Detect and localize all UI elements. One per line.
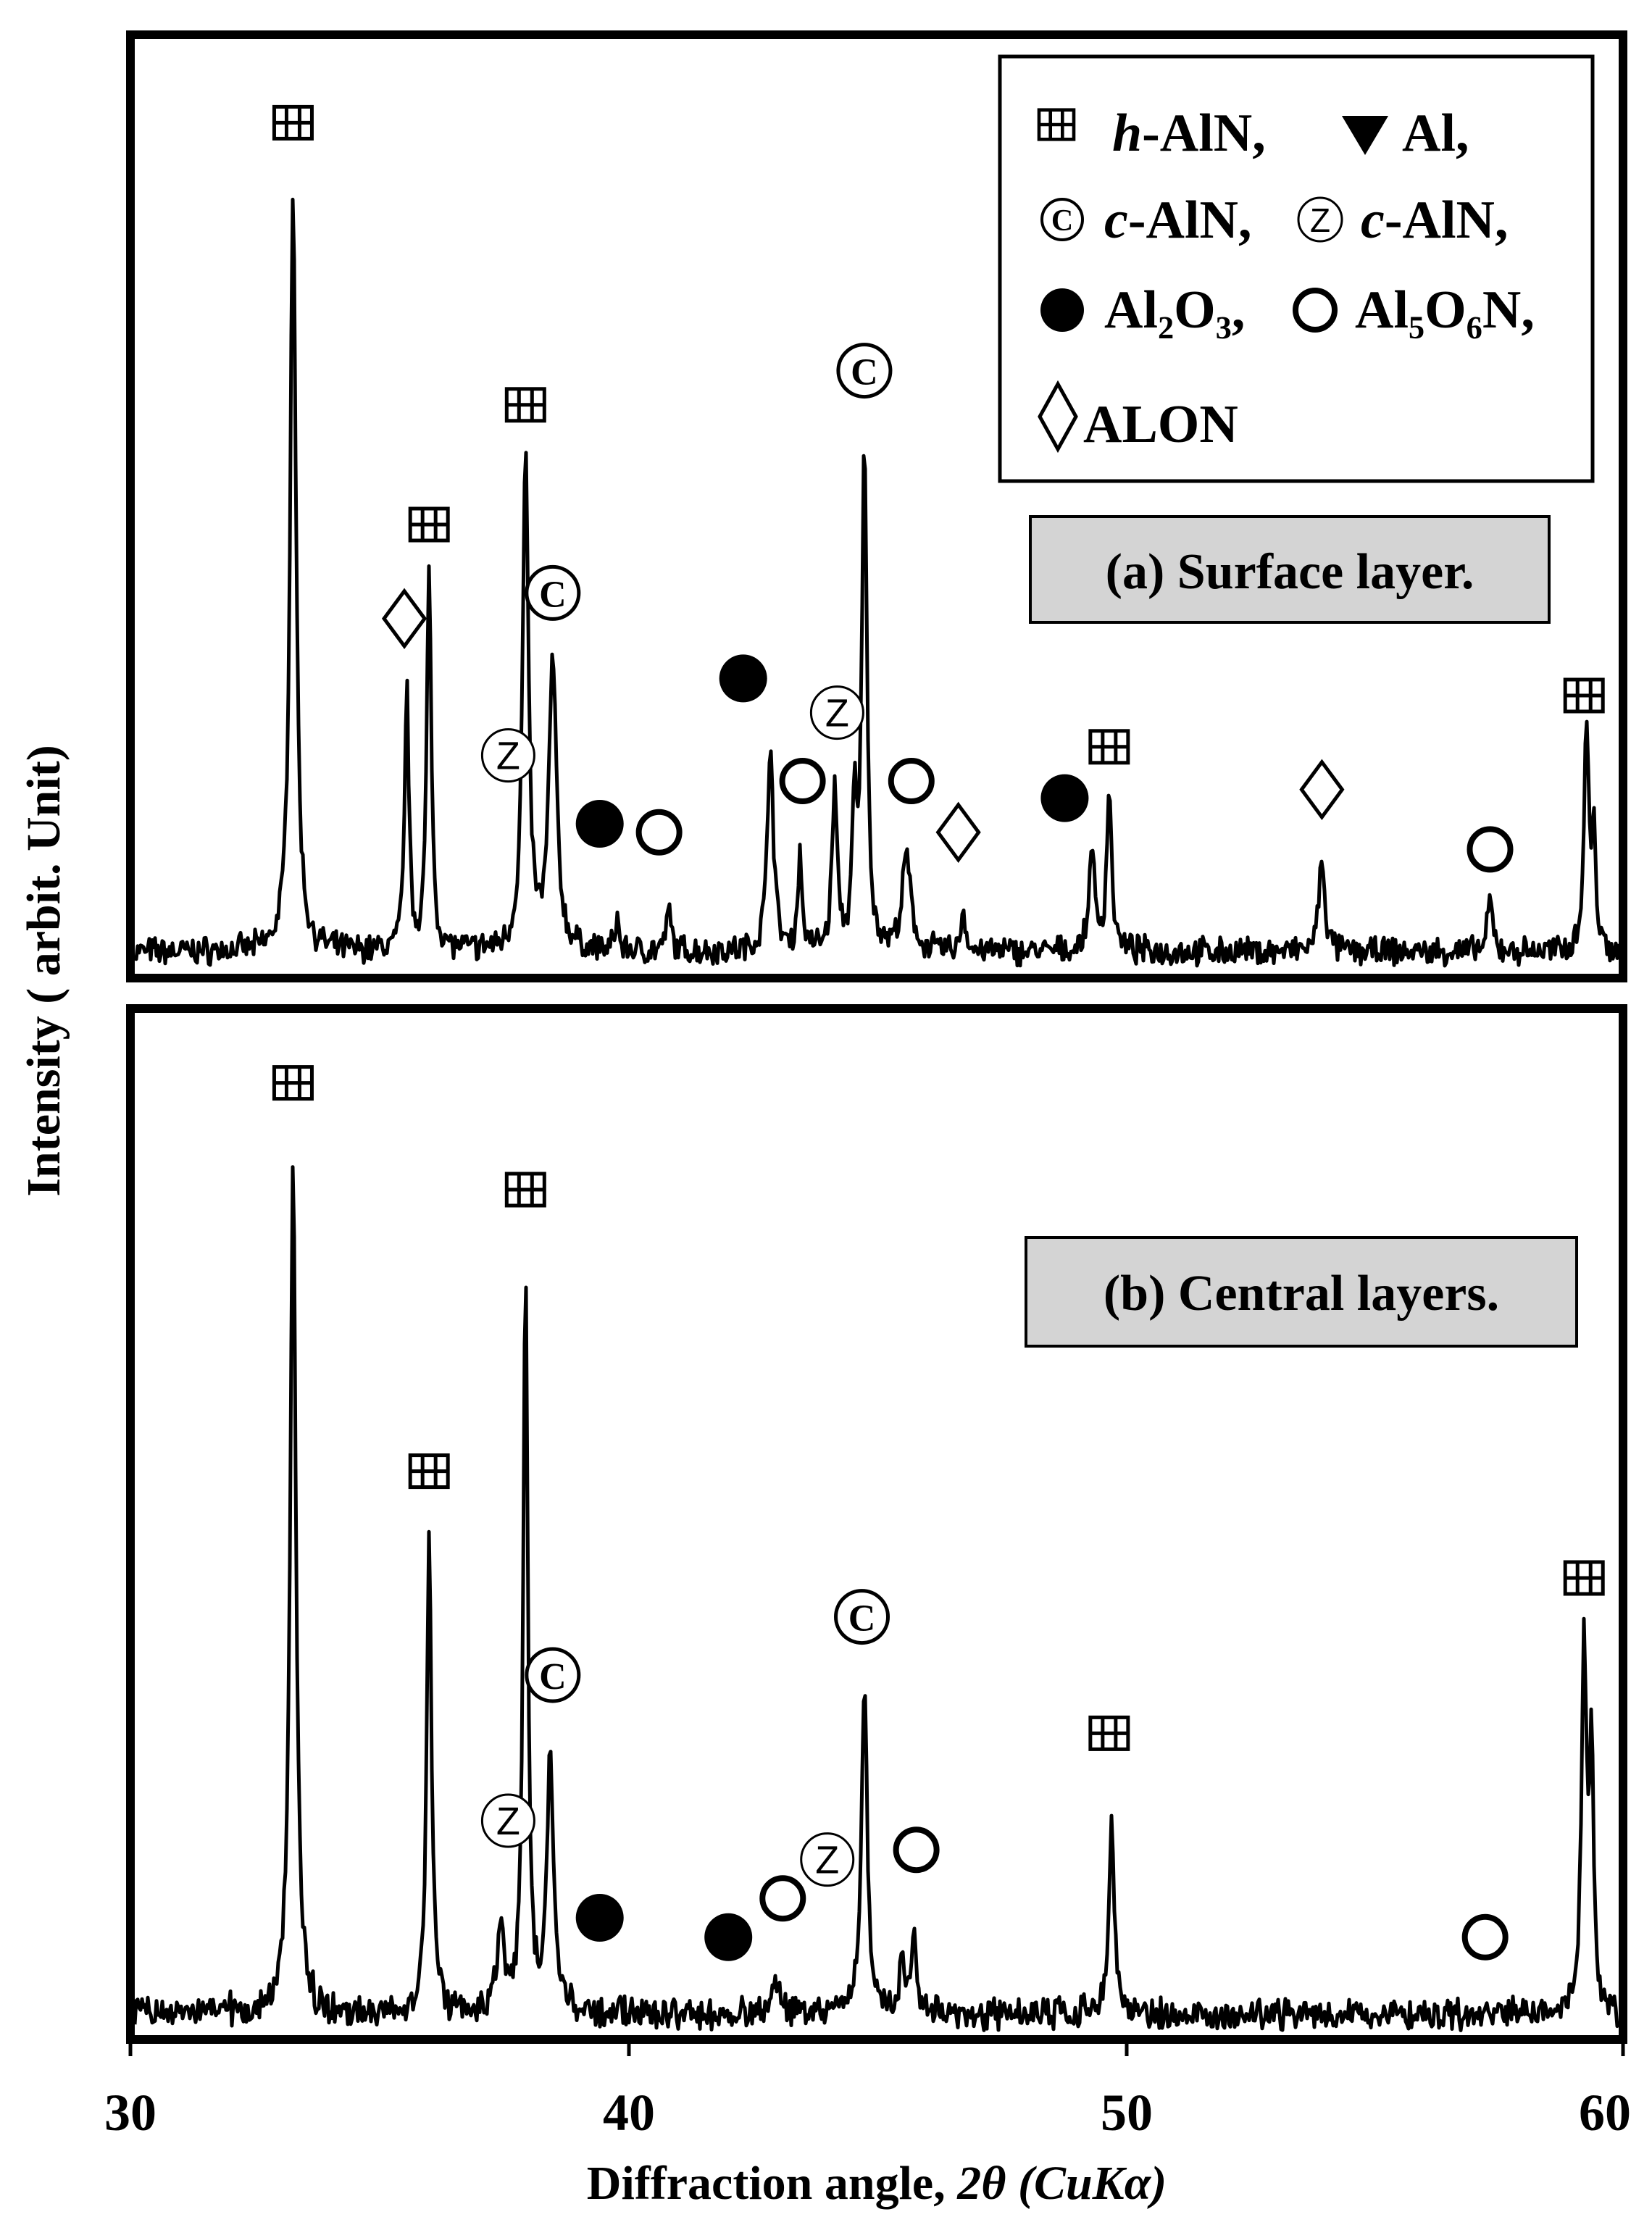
c-aln-z-marker-icon: Z [480, 728, 535, 783]
legend-al-triangle-icon [1342, 116, 1388, 155]
al5o6n-marker-icon [888, 758, 935, 804]
h-aln-marker-icon [1090, 731, 1128, 763]
h-aln-marker-icon [274, 107, 312, 138]
legend: h-AlN, Al, C c-AlN, Z c-AlN, Al₂O₃, Al₅O… [998, 54, 1595, 483]
legend-alon-diamond-icon [1038, 380, 1078, 454]
svg-text:ALON: ALON [1083, 395, 1238, 454]
series-line-surface [133, 197, 1621, 968]
al5o6n-marker-icon [635, 809, 683, 856]
svg-text:(b) Central layers.: (b) Central layers. [1104, 1266, 1499, 1322]
panel-b-label: (b) Central layers. [1025, 1236, 1578, 1348]
alon-marker-icon [935, 801, 981, 864]
svg-text:Z: Z [825, 692, 849, 735]
svg-text:C: C [1051, 204, 1073, 238]
h-aln-marker-icon [410, 509, 448, 540]
panel-a-frame [126, 30, 1627, 982]
series-line-central [133, 1165, 1621, 2032]
svg-text:C: C [539, 574, 567, 615]
c-aln-z-marker-icon: Z [480, 1793, 535, 1848]
al2o3-marker-icon [1040, 774, 1089, 822]
x-tick-label: 40 [603, 2084, 655, 2142]
al2o3-marker-icon [575, 1894, 624, 1942]
h-aln-marker-icon [410, 1456, 448, 1487]
al5o6n-marker-icon [893, 1826, 940, 1874]
x-axis: 30 40 50 60 [104, 2039, 1631, 2142]
c-aln-c-marker-icon: C [834, 1589, 890, 1645]
svg-text:C: C [539, 1656, 567, 1698]
svg-text:h-AlN,: h-AlN, [1112, 104, 1266, 163]
peak-markers-surface: C Z Z C [274, 107, 1603, 873]
h-aln-marker-icon [274, 1067, 312, 1099]
svg-text:c-AlN,: c-AlN, [1361, 191, 1508, 250]
x-axis-label: Diffraction angle, 2θ (CuKα) [587, 2157, 1167, 2210]
al5o6n-marker-icon [779, 758, 826, 804]
c-aln-z-marker-icon: Z [800, 1832, 855, 1887]
legend-al2o3-dot-icon [1040, 288, 1084, 332]
svg-text:Z: Z [815, 1839, 839, 1882]
svg-text:c-AlN,: c-AlN, [1104, 191, 1251, 250]
c-aln-c-marker-icon: C [525, 564, 581, 621]
al5o6n-marker-icon [1461, 1913, 1509, 1961]
al2o3-marker-icon [719, 654, 767, 703]
y-axis-label: Intensity ( arbit. Unit) [17, 745, 70, 1196]
legend-al5o6n-circle-icon [1293, 288, 1338, 333]
al2o3-marker-icon [704, 1913, 753, 1961]
x-tick-label: 30 [104, 2084, 157, 2142]
h-aln-marker-icon [506, 389, 544, 421]
panel-a-label: (a) Surface layer. [1029, 515, 1551, 624]
peak-markers-central: C Z Z C [274, 1067, 1603, 1961]
legend-z-icon: Z [1297, 196, 1343, 243]
h-aln-marker-icon [1090, 1717, 1128, 1749]
c-aln-c-marker-icon: C [836, 343, 893, 399]
svg-text:Z: Z [496, 735, 520, 778]
svg-text:Z: Z [496, 1800, 520, 1843]
svg-text:C: C [848, 1598, 876, 1640]
al2o3-marker-icon [575, 800, 624, 848]
svg-text:C: C [851, 352, 878, 393]
panel-b-frame [126, 1004, 1627, 2044]
h-aln-marker-icon [506, 1174, 544, 1206]
legend-c-icon: C [1040, 198, 1084, 241]
alon-marker-icon [381, 588, 427, 650]
svg-text:Al₂O₃,: Al₂O₃, [1104, 280, 1245, 340]
alon-marker-icon [1299, 759, 1345, 821]
al5o6n-marker-icon [759, 1875, 806, 1922]
c-aln-c-marker-icon: C [525, 1647, 581, 1703]
c-aln-z-marker-icon: Z [809, 685, 864, 740]
svg-text:Al₅O₆N,: Al₅O₆N, [1355, 280, 1535, 340]
al5o6n-marker-icon [1467, 826, 1514, 873]
svg-text:(a) Surface layer.: (a) Surface layer. [1106, 544, 1474, 600]
x-tick-label: 60 [1579, 2084, 1631, 2142]
svg-text:Z: Z [1310, 201, 1330, 239]
h-aln-marker-icon [1565, 1562, 1603, 1594]
h-aln-marker-icon [1565, 680, 1603, 711]
x-tick-label: 50 [1101, 2084, 1153, 2142]
svg-text:Al,: Al, [1402, 104, 1469, 163]
